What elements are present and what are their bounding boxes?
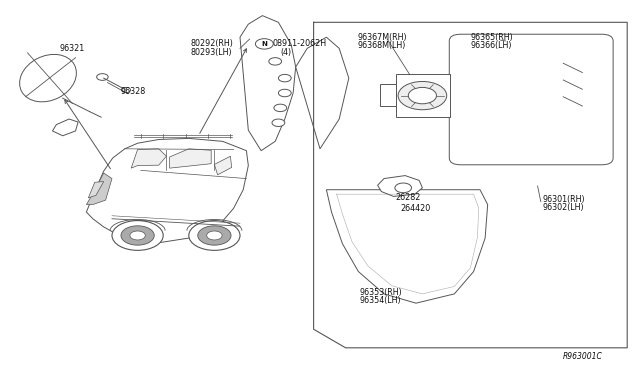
Polygon shape [380, 84, 396, 106]
Text: 96367M(RH): 96367M(RH) [357, 33, 407, 42]
Text: 96302(LH): 96302(LH) [543, 203, 584, 212]
Text: 96301(RH): 96301(RH) [543, 195, 586, 203]
Polygon shape [240, 16, 296, 151]
Circle shape [274, 104, 287, 112]
Text: 96321: 96321 [60, 44, 84, 53]
Polygon shape [170, 149, 211, 168]
Text: 80293(LH): 80293(LH) [190, 48, 232, 57]
Circle shape [97, 74, 108, 80]
Polygon shape [88, 182, 104, 198]
Circle shape [207, 231, 222, 240]
Text: N: N [261, 41, 268, 47]
Text: 96353(RH): 96353(RH) [360, 288, 403, 296]
Text: 08911-2062H: 08911-2062H [273, 39, 327, 48]
Polygon shape [396, 74, 450, 117]
Circle shape [122, 87, 131, 93]
Polygon shape [378, 176, 422, 196]
Text: 96354(LH): 96354(LH) [360, 296, 401, 305]
Text: 96365(RH): 96365(RH) [470, 33, 513, 42]
Circle shape [395, 183, 412, 193]
Polygon shape [131, 149, 166, 168]
Circle shape [130, 231, 145, 240]
Circle shape [255, 39, 273, 49]
Text: R963001C: R963001C [563, 352, 603, 361]
Circle shape [278, 74, 291, 82]
Circle shape [198, 226, 231, 245]
Polygon shape [52, 119, 78, 136]
Text: 264420: 264420 [401, 204, 431, 213]
Text: 96328: 96328 [120, 87, 145, 96]
Circle shape [278, 89, 291, 97]
Text: (4): (4) [280, 48, 291, 57]
Circle shape [408, 87, 436, 104]
Text: 96368M(LH): 96368M(LH) [357, 41, 406, 50]
FancyBboxPatch shape [449, 34, 613, 165]
Circle shape [121, 226, 154, 245]
Text: 96366(LH): 96366(LH) [470, 41, 512, 50]
Polygon shape [326, 190, 488, 303]
Polygon shape [296, 37, 349, 149]
Ellipse shape [20, 54, 76, 102]
Circle shape [189, 221, 240, 250]
Polygon shape [214, 156, 232, 175]
Polygon shape [86, 138, 248, 243]
Text: 80292(RH): 80292(RH) [190, 39, 233, 48]
Circle shape [398, 81, 447, 110]
Circle shape [269, 58, 282, 65]
Text: 26282: 26282 [396, 193, 421, 202]
Polygon shape [86, 173, 112, 205]
Circle shape [112, 221, 163, 250]
Circle shape [272, 119, 285, 126]
